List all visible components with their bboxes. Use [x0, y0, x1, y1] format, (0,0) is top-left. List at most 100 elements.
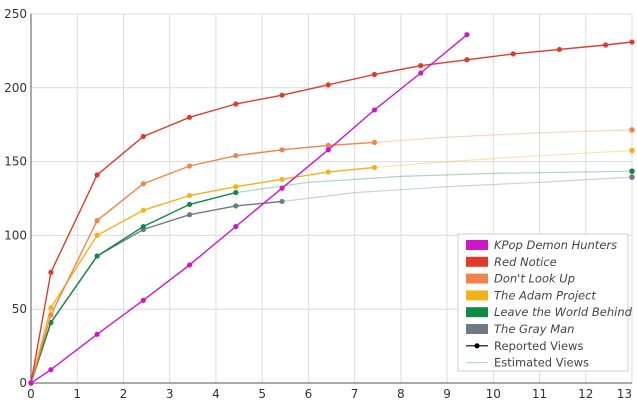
x-tick-label: 4 [212, 387, 220, 401]
series [28, 32, 470, 386]
x-tick-label: 8 [397, 387, 405, 401]
x-tick-label: 9 [443, 387, 451, 401]
legend-label: Estimated Views [494, 356, 589, 370]
data-point [186, 212, 193, 218]
estimated-line [374, 129, 633, 143]
x-tick-label: 10 [486, 387, 501, 401]
data-point [371, 107, 378, 113]
data-point [371, 139, 378, 146]
data-point [28, 380, 34, 386]
data-point [325, 142, 331, 148]
data-point [140, 223, 146, 230]
data-point [186, 114, 193, 120]
series-line [30, 34, 468, 384]
data-point [371, 164, 378, 171]
data-point [371, 71, 378, 78]
x-tick-label: 5 [258, 387, 266, 401]
data-point [418, 63, 424, 69]
data-point [186, 201, 193, 208]
series-line [30, 191, 236, 384]
data-point [140, 297, 146, 303]
legend-label: Reported Views [494, 339, 583, 353]
data-point [233, 184, 239, 190]
x-tick-label: 2 [120, 387, 128, 401]
data-point [48, 269, 54, 275]
estimated-line [235, 170, 633, 194]
legend-label: The Adam Project [494, 288, 596, 302]
data-point [140, 207, 146, 213]
data-point [48, 305, 54, 311]
data-point [279, 185, 285, 191]
legend: KPop Demon Hunters Red Notice Don't Look U… [457, 233, 633, 372]
data-point [186, 262, 193, 268]
data-point [325, 169, 331, 175]
legend-label: Red Notice [494, 255, 557, 269]
y-tick-label: 150 [4, 155, 27, 169]
data-point [94, 172, 100, 178]
y-tick-label: 100 [4, 228, 27, 242]
y-tick-label: 50 [12, 302, 27, 316]
estimated-end-point [629, 147, 635, 154]
y-tick-label: 200 [4, 81, 27, 95]
legend-swatch [466, 273, 488, 284]
data-point [140, 133, 146, 140]
data-point [464, 57, 470, 63]
data-point [464, 32, 470, 38]
x-tick-label: 0 [27, 387, 35, 401]
data-point [233, 101, 239, 107]
data-point [94, 218, 100, 224]
data-point [94, 253, 100, 259]
estimated-end-point [629, 174, 635, 180]
x-tick-label: 6 [305, 387, 313, 401]
legend-label: KPop Demon Hunters [494, 238, 617, 252]
estimated-line [374, 149, 633, 169]
data-point [48, 367, 54, 373]
data-point [186, 192, 193, 199]
estimated-line [281, 176, 633, 203]
data-point [556, 46, 563, 53]
x-tick-label: 7 [351, 387, 359, 401]
reported-lines [28, 32, 635, 386]
legend-label: Don't Look Up [494, 272, 575, 286]
estimated-end-point [629, 127, 635, 133]
data-point [629, 39, 635, 45]
legend-swatch [466, 307, 488, 318]
x-tick-label: 3 [166, 387, 174, 401]
series-line [30, 141, 375, 384]
legend-swatch [466, 290, 488, 301]
data-point [233, 189, 239, 196]
data-point [279, 92, 285, 98]
data-point [325, 147, 331, 153]
data-point [279, 147, 285, 153]
data-point [510, 51, 516, 57]
data-point [94, 331, 100, 337]
x-tick-label: 13 [617, 387, 632, 401]
legend-label: The Gray Man [494, 322, 574, 336]
y-tick-label: 250 [4, 7, 27, 21]
data-point [418, 70, 424, 76]
legend-swatch [466, 256, 488, 267]
legend-label: Leave the World Behind [494, 305, 633, 319]
x-tick-label: 12 [578, 387, 593, 401]
legend-swatch [466, 240, 488, 250]
legend-dot-sample [474, 343, 480, 349]
data-point [233, 203, 239, 209]
data-point [279, 198, 285, 205]
y-tick-label: 0 [19, 376, 27, 390]
data-point [325, 82, 331, 88]
series-line [30, 166, 375, 384]
data-point [140, 181, 146, 187]
data-point [279, 176, 285, 182]
legend-swatch [466, 324, 488, 334]
series [28, 127, 635, 386]
x-tick-label: 11 [532, 387, 547, 401]
data-point [233, 153, 239, 159]
estimated-end-point [629, 168, 635, 174]
data-point [94, 232, 100, 238]
data-point [48, 312, 54, 318]
x-tick-label: 1 [73, 387, 81, 401]
data-point [233, 223, 239, 230]
data-point [186, 163, 193, 169]
